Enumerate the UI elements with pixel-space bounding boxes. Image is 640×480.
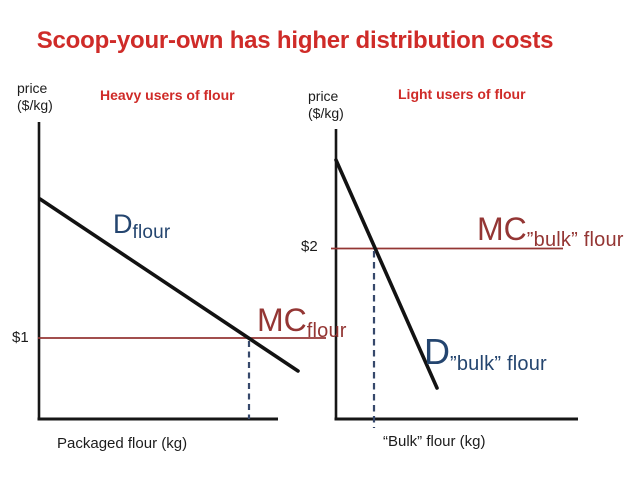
right-demand-label-main: D bbox=[424, 331, 450, 372]
right-panel-heading: Light users of flour bbox=[398, 86, 526, 102]
left-demand-label-subscript: flour bbox=[132, 222, 171, 244]
slide-title: Scoop-your-own has higher distribution c… bbox=[36, 27, 554, 54]
left-demand-label-main: D bbox=[113, 209, 133, 239]
right-x-axis-label: “Bulk” flour (kg) bbox=[383, 433, 486, 450]
left-demand-curve-label: Dflour bbox=[113, 209, 170, 243]
right-demand-curve-label: D”bulk” flour bbox=[424, 331, 547, 374]
left-mc-label-subscript: flour bbox=[306, 319, 347, 342]
left-mc-label-main: MC bbox=[257, 302, 307, 338]
right-mc-label-subscript: ”bulk” flour bbox=[526, 228, 624, 251]
right-demand-label-subscript: ”bulk” flour bbox=[450, 352, 547, 375]
right-price-tick: $2 bbox=[301, 238, 318, 255]
right-demand-curve bbox=[334, 158, 439, 390]
left-price-tick: $1 bbox=[12, 329, 29, 346]
right-y-axis-units: price ($/kg) bbox=[308, 88, 344, 121]
left-demand-curve bbox=[38, 197, 300, 373]
right-mc-label-main: MC bbox=[477, 211, 527, 247]
left-panel-heading: Heavy users of flour bbox=[100, 87, 235, 103]
left-y-axis-units: price ($/kg) bbox=[17, 80, 53, 113]
left-x-axis-label: Packaged flour (kg) bbox=[57, 435, 188, 452]
right-mc-line-label: MC”bulk” flour bbox=[477, 211, 624, 250]
left-mc-line-label: MCflour bbox=[257, 302, 347, 341]
